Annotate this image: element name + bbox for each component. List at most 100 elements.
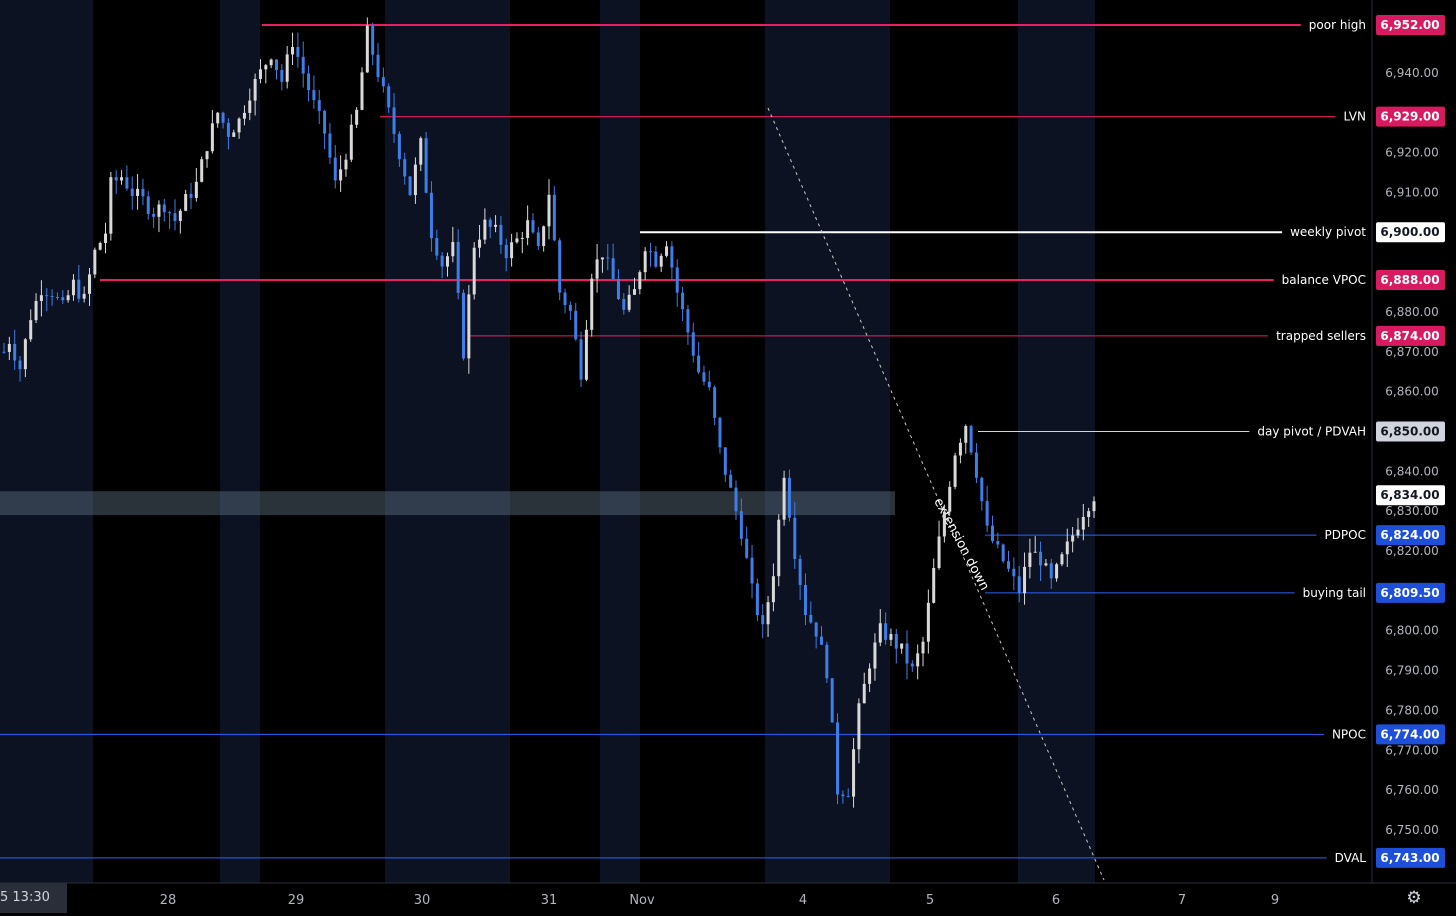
candle-body — [878, 623, 882, 643]
candle-body — [232, 132, 236, 137]
candle-body — [397, 133, 401, 160]
candle-body — [568, 305, 572, 311]
candle-body — [547, 194, 551, 227]
candle-body — [1001, 544, 1005, 562]
candle-body — [937, 536, 941, 568]
candle-body — [622, 299, 626, 310]
candle-body — [451, 241, 455, 257]
level-price-label: 6,850.00 — [1380, 424, 1439, 438]
candle-body — [98, 242, 102, 250]
level-price-badge — [1376, 270, 1445, 291]
candle-body — [526, 220, 530, 238]
level-label: buying tail — [1303, 586, 1366, 600]
candle-body — [616, 278, 620, 300]
candle-body — [932, 567, 936, 603]
candle-body — [734, 487, 738, 512]
candle-body — [1081, 517, 1085, 530]
candle-body — [686, 309, 690, 333]
price-tick-label: 6,800.00 — [1385, 624, 1438, 638]
time-tick-label: 4 — [799, 893, 807, 908]
session-band — [385, 0, 510, 883]
candle-body — [558, 240, 562, 293]
candle-body — [275, 59, 278, 70]
candle-body — [600, 257, 604, 260]
candle-body — [200, 159, 204, 182]
candle-body — [1087, 511, 1091, 518]
candle-body — [809, 614, 813, 623]
candle-body — [39, 295, 43, 301]
candle-body — [120, 177, 124, 181]
candle-body — [713, 387, 717, 418]
time-tick-label: 5 — [926, 893, 934, 908]
candle-body — [884, 623, 888, 640]
candle-body — [718, 417, 722, 448]
candle-body — [392, 107, 396, 134]
candle-body — [830, 678, 834, 723]
candle-body — [323, 110, 327, 134]
highlight-zone — [0, 491, 895, 516]
level-price-label: 6,888.00 — [1380, 273, 1439, 287]
candle-body — [958, 442, 962, 456]
gear-icon[interactable]: ⚙ — [1406, 888, 1422, 908]
candle-body — [787, 477, 791, 518]
candle-body — [574, 310, 578, 340]
candle-body — [766, 602, 770, 625]
candle-body — [841, 794, 845, 797]
extension-trendline[interactable] — [767, 107, 1105, 881]
candle-body — [948, 486, 952, 512]
candle-body — [969, 426, 973, 453]
candle-body — [29, 320, 33, 340]
level-price-badge — [1376, 222, 1445, 243]
level-label: PDPOC — [1324, 528, 1366, 542]
price-tick-label: 6,870.00 — [1385, 345, 1438, 359]
candles — [2, 17, 1096, 808]
candle-body — [248, 100, 252, 113]
candle-body — [921, 641, 925, 654]
level-label: DVAL — [1335, 851, 1367, 865]
level-price-badge — [1376, 525, 1445, 546]
price-tick-label: 6,880.00 — [1385, 305, 1438, 319]
candle-body — [205, 151, 209, 160]
candle-body — [1028, 552, 1032, 567]
candle-body — [1017, 576, 1021, 594]
candle-body — [857, 703, 861, 750]
candle-body — [189, 194, 193, 198]
candle-body — [980, 477, 984, 502]
candle-body — [419, 138, 423, 165]
candle-body — [606, 257, 610, 259]
candle-body — [1039, 551, 1043, 566]
candle-body — [381, 77, 385, 87]
price-tick-label: 6,760.00 — [1385, 783, 1438, 797]
level-price-label: 6,929.00 — [1380, 110, 1439, 124]
level-label: day pivot / PDVAH — [1257, 424, 1366, 438]
candle-body — [905, 643, 909, 664]
level-price-label: 6,874.00 — [1380, 329, 1439, 343]
candle-body — [665, 246, 669, 256]
candle-body — [371, 25, 375, 55]
candle-body — [301, 56, 305, 74]
candle-body — [77, 279, 81, 299]
candle-body — [862, 683, 866, 704]
candle-body — [45, 295, 49, 297]
candle-body — [803, 584, 807, 615]
level-price-badge — [1376, 421, 1445, 442]
price-tick-label: 6,790.00 — [1385, 664, 1438, 678]
candle-body — [424, 138, 428, 193]
level-label: poor high — [1309, 18, 1366, 32]
session-band — [600, 0, 640, 883]
candle-body — [1076, 529, 1080, 536]
candle-body — [942, 511, 946, 537]
candle-body — [985, 501, 989, 526]
candle-body — [50, 296, 54, 298]
level-lines: poor high LVN weekly pivot balance VPOC trap… — [0, 18, 1366, 865]
level-price-badge — [1376, 15, 1445, 35]
candle-body — [1092, 501, 1096, 512]
candle-body — [1049, 563, 1053, 579]
price-tick-label: 6,750.00 — [1385, 823, 1438, 837]
candle-body — [307, 73, 311, 91]
candle-body — [761, 615, 765, 625]
candle-body — [82, 293, 86, 299]
candle-body — [328, 133, 332, 158]
candle-body — [542, 226, 546, 246]
